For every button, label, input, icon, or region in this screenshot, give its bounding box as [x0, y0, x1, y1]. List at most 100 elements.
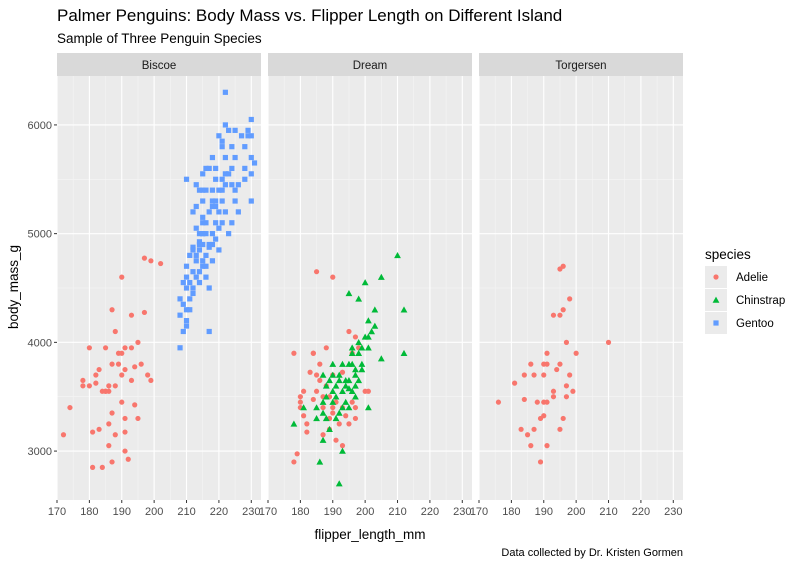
- data-point-chinstrap: [300, 404, 308, 411]
- data-point-chinstrap: [332, 382, 340, 389]
- chart-caption: Data collected by Dr. Kristen Gormen: [501, 547, 683, 559]
- data-point-adelie: [122, 448, 128, 454]
- data-point-adelie: [125, 456, 131, 462]
- data-point-gentoo: [213, 236, 219, 242]
- data-point-gentoo: [216, 209, 222, 215]
- data-point-adelie: [544, 443, 550, 449]
- data-point-adelie: [317, 361, 323, 367]
- x-tick-label: 210: [599, 506, 617, 518]
- legend-title: species: [705, 247, 751, 262]
- data-point-chinstrap: [352, 371, 359, 378]
- data-point-chinstrap: [400, 306, 408, 313]
- data-point-gentoo: [251, 160, 258, 166]
- x-tick-label: 200: [356, 506, 374, 518]
- data-point-adelie: [570, 388, 576, 394]
- data-point-adelie: [106, 388, 112, 394]
- data-point-adelie: [333, 437, 339, 443]
- data-point-chinstrap: [313, 415, 320, 422]
- data-point-adelie: [531, 426, 537, 432]
- series-chinstrap: [290, 251, 408, 487]
- data-point-adelie: [317, 377, 323, 384]
- data-point-chinstrap: [355, 295, 363, 302]
- data-point-adelie: [301, 388, 307, 394]
- data-point-chinstrap: [364, 333, 372, 340]
- data-point-adelie: [80, 383, 86, 389]
- data-point-gentoo: [196, 239, 203, 245]
- data-point-gentoo: [187, 296, 193, 302]
- data-point-gentoo: [232, 127, 238, 133]
- data-point-gentoo: [213, 176, 219, 182]
- data-point-gentoo: [193, 252, 199, 258]
- data-point-chinstrap: [322, 382, 330, 389]
- data-point-gentoo: [200, 258, 206, 264]
- data-point-adelie: [106, 421, 112, 427]
- data-point-gentoo: [213, 220, 219, 226]
- data-point-chinstrap: [358, 360, 366, 367]
- data-point-chinstrap: [355, 349, 363, 356]
- data-point-adelie: [352, 334, 359, 340]
- data-point-adelie: [544, 350, 550, 356]
- data-point-adelie: [320, 432, 326, 438]
- data-point-adelie: [80, 377, 86, 384]
- data-point-chinstrap: [348, 349, 356, 356]
- data-point-adelie: [128, 312, 135, 318]
- data-point-gentoo: [193, 258, 199, 264]
- data-point-adelie: [122, 366, 128, 373]
- data-point-adelie: [343, 413, 349, 419]
- data-point-adelie: [141, 255, 148, 261]
- data-point-adelie: [560, 307, 566, 313]
- data-point-gentoo: [196, 241, 203, 248]
- data-point-adelie: [106, 443, 112, 449]
- series-adelie: [60, 255, 164, 470]
- data-point-gentoo: [193, 225, 199, 231]
- x-tick-label: 200: [567, 506, 585, 518]
- data-point-chinstrap: [345, 290, 353, 297]
- data-point-gentoo: [190, 244, 196, 250]
- data-point-gentoo: [248, 198, 254, 204]
- data-point-gentoo: [200, 220, 206, 226]
- legend-key-gentoo: [713, 320, 719, 326]
- data-point-gentoo: [222, 154, 228, 161]
- data-point-gentoo: [183, 323, 190, 329]
- data-point-chinstrap: [371, 306, 379, 313]
- data-point-gentoo: [203, 165, 209, 172]
- data-point-adelie: [99, 464, 105, 470]
- data-point-gentoo: [226, 231, 232, 237]
- data-point-gentoo: [193, 182, 199, 188]
- data-point-chinstrap: [358, 366, 366, 373]
- data-point-adelie: [294, 451, 300, 457]
- x-tick-label: 200: [145, 506, 163, 518]
- data-point-chinstrap: [400, 349, 408, 356]
- legend-label-chinstrap: Chinstrap: [736, 295, 785, 307]
- data-point-gentoo: [200, 214, 206, 220]
- data-point-gentoo: [216, 133, 222, 139]
- data-point-adelie: [115, 361, 122, 367]
- data-point-gentoo: [242, 165, 248, 172]
- data-point-gentoo: [209, 203, 216, 210]
- x-tick-label: 170: [259, 506, 277, 518]
- data-point-gentoo: [226, 127, 232, 133]
- data-point-gentoo: [232, 198, 238, 204]
- data-point-gentoo: [209, 154, 216, 161]
- data-point-adelie: [346, 421, 352, 427]
- strip-dream: [268, 53, 472, 76]
- data-point-adelie: [291, 459, 297, 465]
- data-point-chinstrap: [332, 393, 340, 400]
- legend-label-adelie: Adelie: [736, 272, 768, 284]
- data-point-gentoo: [229, 144, 235, 150]
- strip-biscoe: [57, 53, 261, 76]
- data-point-gentoo: [200, 231, 206, 237]
- y-tick-label: 6000: [28, 120, 52, 132]
- data-point-gentoo: [190, 269, 196, 275]
- data-point-adelie: [320, 404, 326, 411]
- data-point-gentoo: [183, 307, 190, 313]
- data-point-adelie: [544, 399, 550, 405]
- data-point-gentoo: [219, 220, 225, 226]
- data-point-gentoo: [222, 122, 228, 128]
- data-point-gentoo: [190, 247, 196, 253]
- data-point-adelie: [323, 345, 329, 351]
- x-tick-label: 170: [48, 506, 66, 518]
- data-point-gentoo: [177, 296, 183, 302]
- data-point-gentoo: [229, 220, 235, 226]
- data-point-adelie: [518, 426, 524, 432]
